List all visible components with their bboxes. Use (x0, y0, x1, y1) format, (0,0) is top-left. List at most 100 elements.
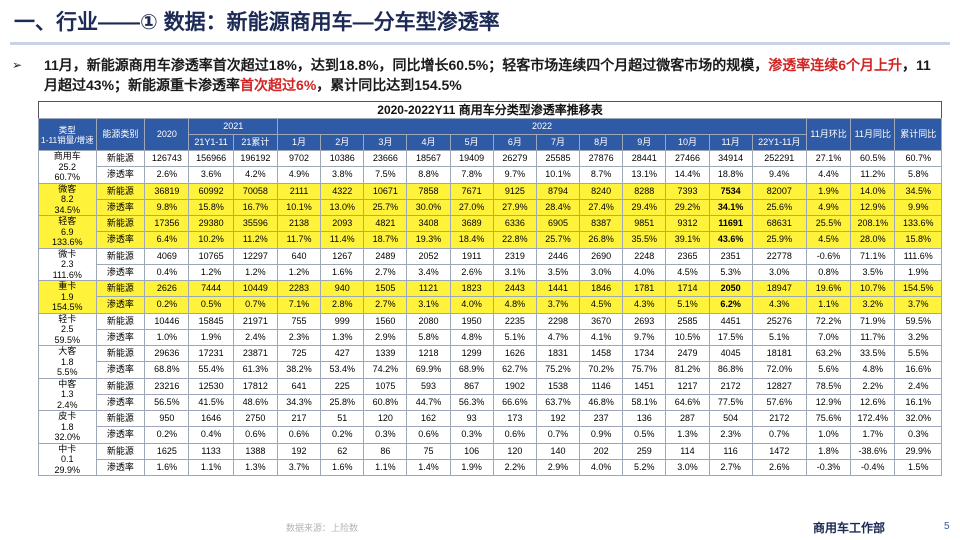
value-cell: 25.6% (751, 198, 807, 217)
vehicle-type-cell: 轻客 6.9 133.6% (38, 215, 97, 249)
value-cell: 1.6% (320, 458, 365, 477)
value-cell: 11.7% (276, 231, 322, 249)
value-cell: 58.1% (622, 393, 667, 412)
table-row: 轻客 6.9 133.6% 新能源 17356 29380 35596 2138 2093 482… (38, 214, 942, 249)
value-cell: 0.5% (188, 296, 234, 314)
value-cell: 27.9% (492, 198, 537, 217)
value-cell: 0.8% (805, 263, 852, 282)
value-cell: 2.6% (144, 166, 190, 184)
value-cell: 69.9% (406, 361, 451, 379)
value-cell: 0.2% (144, 296, 190, 314)
value-cell: 0.2% (144, 426, 190, 444)
value-cell: 3.7% (535, 296, 581, 314)
value-cell: 28.0% (850, 231, 896, 249)
value-cell: 18181 (751, 344, 807, 363)
value-cell: 17812 (232, 377, 278, 395)
vehicle-type-name: 中客 (58, 378, 77, 389)
value-cell: 1075 (363, 377, 408, 395)
value-cell: 7.1% (276, 296, 322, 314)
value-cell: 4069 (144, 247, 190, 265)
vehicle-type-vol: 2.3 (61, 259, 74, 269)
value-cell: 1646 (188, 409, 234, 428)
value-cell: 75 (406, 442, 451, 460)
value-cell: 4.3% (751, 296, 807, 314)
value-cell: 23666 (363, 149, 408, 168)
value-cell: 2050 (708, 279, 753, 298)
vehicle-type-cell: 轻卡 2.5 59.5% (38, 312, 97, 346)
value-cell: 9125 (492, 182, 537, 200)
value-cell: 34914 (708, 149, 753, 168)
header-mom: 11月环比 (805, 118, 852, 151)
value-cell: 3.4% (406, 263, 451, 282)
page-title: 一、行业——① 数据：新能源商用车—分车型渗透率 (14, 11, 500, 34)
value-cell: 2.3% (708, 426, 753, 444)
value-cell: 1.3% (232, 458, 278, 477)
value-cell: 10.1% (276, 198, 322, 217)
value-cell: 18.8% (708, 166, 753, 184)
value-cell: 4.8% (492, 296, 537, 314)
vehicle-type-cell: 微卡 2.3 111.6% (38, 247, 97, 281)
energy-type-label: 新能源 (95, 214, 146, 233)
vehicle-type-cell: 大客 1.8 5.5% (38, 345, 97, 379)
value-cell: 755 (276, 312, 322, 330)
value-cell: 192 (535, 409, 581, 428)
value-cell: 1831 (535, 344, 581, 363)
value-cell: 1.9% (449, 458, 494, 477)
value-cell: 2.8% (320, 296, 365, 314)
value-cell: 114 (665, 442, 710, 460)
value-cell: 25585 (535, 149, 581, 168)
summary-part3: ，11月超过43%；新能源重卡渗透率 (44, 57, 931, 93)
value-cell: 192 (276, 442, 322, 460)
value-cell: 19.3% (406, 231, 451, 249)
value-cell: 2.7% (363, 296, 408, 314)
value-cell: 2235 (492, 312, 537, 330)
value-cell: 7534 (708, 182, 753, 200)
value-cell: 593 (406, 377, 451, 395)
value-cell: 6.2% (708, 296, 753, 314)
value-cell: 86 (363, 442, 408, 460)
value-cell: 2111 (276, 182, 322, 200)
value-cell: 60.8% (363, 393, 408, 412)
value-cell: 12.9% (850, 198, 896, 217)
value-cell: 71.9% (850, 312, 896, 330)
value-cell: 2.7% (708, 458, 753, 477)
header-2021: 2021 (188, 118, 278, 135)
value-cell: 9.7% (622, 328, 667, 347)
value-cell: 1.2% (232, 263, 278, 282)
value-cell: 14.0% (850, 182, 896, 200)
value-cell: 68631 (751, 214, 807, 233)
value-cell: 6336 (492, 214, 537, 233)
value-cell: 2.7% (363, 263, 408, 282)
value-cell: 1.3% (320, 328, 365, 347)
value-cell: 0.3% (449, 426, 494, 444)
table-row: 微客 8.2 34.5% 新能源 36819 60992 70058 2111 4322 1067… (38, 182, 942, 216)
value-cell: 8.8% (406, 166, 451, 184)
value-cell: 7.8% (449, 166, 494, 184)
value-cell: 120 (492, 442, 537, 460)
value-cell: 1538 (535, 377, 581, 395)
value-cell: 259 (622, 442, 667, 460)
value-cell: -0.6% (805, 247, 852, 265)
value-cell: 4.9% (276, 166, 322, 184)
value-cell: 156966 (188, 149, 234, 168)
value-cell: 5.1% (751, 328, 807, 347)
value-cell: 5.8% (894, 166, 942, 184)
value-cell: 1.1% (805, 296, 852, 314)
energy-type-label: 渗透率 (95, 458, 146, 477)
value-cell: 9.8% (144, 198, 190, 217)
value-cell: 30.0% (406, 198, 451, 217)
value-cell: 39.1% (665, 231, 710, 249)
vehicle-type-vol: 8.2 (61, 194, 74, 204)
penetration-table: 类型 1-11销量/增速 能源类别 2020 2021 2022 11月环比 1… (38, 118, 942, 477)
header-month: 8月 (579, 134, 624, 151)
value-cell: 4.5% (665, 263, 710, 282)
value-cell: -0.3% (805, 458, 852, 477)
value-cell: 196192 (232, 149, 278, 168)
value-cell: 12.9% (805, 393, 852, 412)
value-cell: 12.6% (850, 393, 896, 412)
header-month: 6月 (492, 134, 537, 151)
value-cell: 29.2% (665, 198, 710, 217)
value-cell: 3.1% (406, 296, 451, 314)
value-cell: 1.6% (320, 263, 365, 282)
vehicle-type-growth: 29.9% (54, 464, 81, 475)
